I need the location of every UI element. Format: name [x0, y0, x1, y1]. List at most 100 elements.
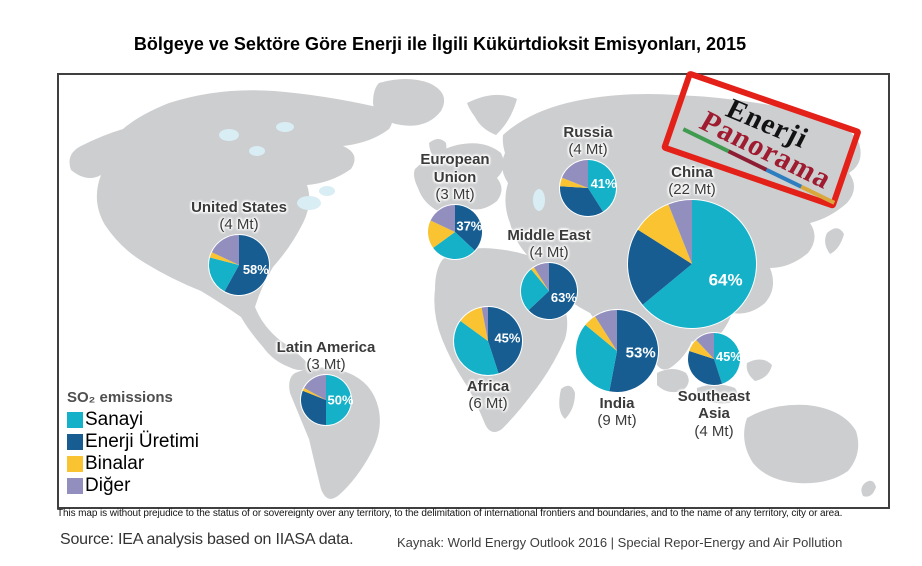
slice-united-states-binalar — [209, 252, 239, 265]
legend-items: Sanayi Enerji Üretimi Binalar Diğer — [67, 409, 199, 497]
region-name: China — [671, 163, 713, 181]
legend-label: Sanayi — [85, 409, 144, 430]
slice-southeast-asia-sanayi — [714, 333, 740, 384]
continent-north-america — [69, 90, 393, 370]
region-name: Middle East — [507, 226, 591, 244]
legend-swatch — [67, 478, 83, 494]
pie-united-states: 58% — [208, 234, 270, 296]
region-label-india: India (9 Mt) — [542, 395, 692, 430]
slice-china-di-er — [668, 200, 692, 264]
pie-pct-label-southeast-asia: 45% — [716, 349, 742, 364]
region-name: European Union — [420, 151, 490, 186]
slice-russia-sanayi — [588, 160, 616, 212]
region-amount: (9 Mt) — [597, 412, 637, 430]
slice-india-binalar — [585, 316, 617, 351]
region-name: United States — [191, 198, 287, 216]
island-new-zealand — [861, 480, 876, 497]
region-amount: (3 Mt) — [306, 355, 346, 373]
region-label-latin-america: Latin America (3 Mt) — [251, 339, 401, 374]
slice-india-enerji-retimi — [609, 310, 658, 392]
pie-india: 53% — [575, 309, 659, 393]
page-title: Bölgeye ve Sektöre Göre Enerji ile İlgil… — [133, 34, 747, 54]
slice-southeast-asia-binalar — [689, 340, 714, 359]
legend-item-0: Sanayi — [67, 409, 199, 431]
map-disclaimer-note: This map is without prejudice to the sta… — [57, 508, 843, 519]
region-name: India — [599, 395, 635, 412]
slice-china-binalar — [637, 204, 692, 264]
pie-pct-label-china: 64% — [709, 270, 743, 289]
pie-pct-label-european-union: 37% — [456, 218, 482, 233]
slice-southeast-asia-di-er — [696, 333, 714, 359]
pie-pct-label-middle-east: 63% — [551, 290, 577, 305]
slice-africa-binalar — [460, 307, 488, 341]
region-name: Russia — [563, 123, 613, 141]
pie-africa: 45% — [453, 306, 523, 376]
island-japan — [825, 228, 844, 254]
region-amount: (4 Mt) — [529, 243, 569, 261]
region-amount: (22 Mt) — [668, 180, 716, 198]
continent-europe — [414, 143, 504, 233]
legend-item-1: Enerji Üretimi — [67, 431, 199, 453]
slice-middle-east-binalar — [531, 267, 549, 291]
kaynak-text: Kaynak: World Energy Outlook 2016 | Spec… — [397, 535, 843, 550]
region-label-southeast-asia: Southeast Asia (4 Mt) — [639, 388, 789, 440]
island-britain — [429, 139, 447, 160]
slice-latin-america-binalar — [302, 387, 326, 400]
slice-european-union-binalar — [428, 220, 455, 248]
legend-item-2: Binalar — [67, 453, 199, 475]
slice-middle-east-di-er — [533, 263, 549, 291]
continent-greenland — [373, 79, 445, 126]
region-name: Africa — [466, 378, 510, 395]
legend-item-3: Diğer — [67, 475, 199, 497]
pie-pct-label-africa: 45% — [494, 330, 520, 345]
pie-pct-label-india: 53% — [626, 345, 656, 362]
slice-european-union-enerji-retimi — [455, 205, 482, 251]
pies-layer: 58% United States (4 Mt) 50% Latin America (3… — [59, 75, 888, 507]
region-amount: (4 Mt) — [694, 422, 734, 440]
slice-africa-sanayi — [454, 321, 499, 375]
legend-swatch — [67, 434, 83, 450]
slice-middle-east-enerji-retimi — [528, 263, 577, 319]
island-new-guinea — [746, 359, 772, 381]
slice-united-states-enerji-retimi — [224, 235, 269, 295]
pie-european-union: 37% — [427, 204, 483, 260]
region-scandinavia — [467, 94, 517, 135]
pie-russia: 41% — [559, 159, 617, 217]
region-label-middle-east: Middle East (4 Mt) — [474, 227, 624, 262]
region-amount: (4 Mt) — [219, 215, 259, 233]
slice-russia-di-er — [561, 160, 588, 188]
legend-swatch — [67, 412, 83, 428]
slice-european-union-sanayi — [433, 232, 475, 259]
slice-russia-enerji-retimi — [560, 186, 604, 216]
region-name: Southeast Asia — [677, 388, 751, 423]
pie-china: 64% — [627, 199, 757, 329]
slice-china-enerji-retimi — [628, 229, 692, 305]
island-madagascar — [559, 385, 575, 419]
region-amount: (3 Mt) — [435, 185, 475, 203]
lakes — [219, 122, 545, 211]
slice-india-di-er — [595, 310, 617, 351]
legend-title: SO₂ emissions — [67, 389, 173, 406]
map-panel: 58% United States (4 Mt) 50% Latin America (3… — [57, 73, 890, 509]
pie-pct-label-latin-america: 50% — [327, 393, 353, 408]
slice-africa-enerji-retimi — [488, 307, 522, 374]
slice-russia-binalar — [560, 177, 588, 188]
region-amount: (4 Mt) — [568, 140, 608, 158]
region-amount: (6 Mt) — [468, 395, 508, 413]
pie-southeast-asia: 45% — [687, 332, 742, 386]
slice-africa-di-er — [481, 307, 488, 341]
pie-latin-america: 50% — [300, 374, 353, 426]
source-text: Source: IEA analysis based on IIASA data… — [60, 531, 354, 548]
legend: SO₂ emissions Sanayi Enerji Üretimi Binala… — [67, 389, 199, 497]
region-label-africa: Africa (6 Mt) — [413, 378, 563, 413]
slice-india-sanayi — [576, 324, 617, 392]
region-label-russia: Russia (4 Mt) — [513, 124, 663, 159]
legend-label: Diğer — [85, 475, 131, 496]
island-java — [697, 384, 738, 404]
region-label-european-union: European Union (3 Mt) — [380, 151, 530, 203]
slice-united-states-di-er — [211, 235, 239, 265]
slice-southeast-asia-enerji-retimi — [688, 350, 723, 385]
pie-middle-east: 63% — [520, 262, 578, 320]
continent-australia — [744, 404, 859, 484]
